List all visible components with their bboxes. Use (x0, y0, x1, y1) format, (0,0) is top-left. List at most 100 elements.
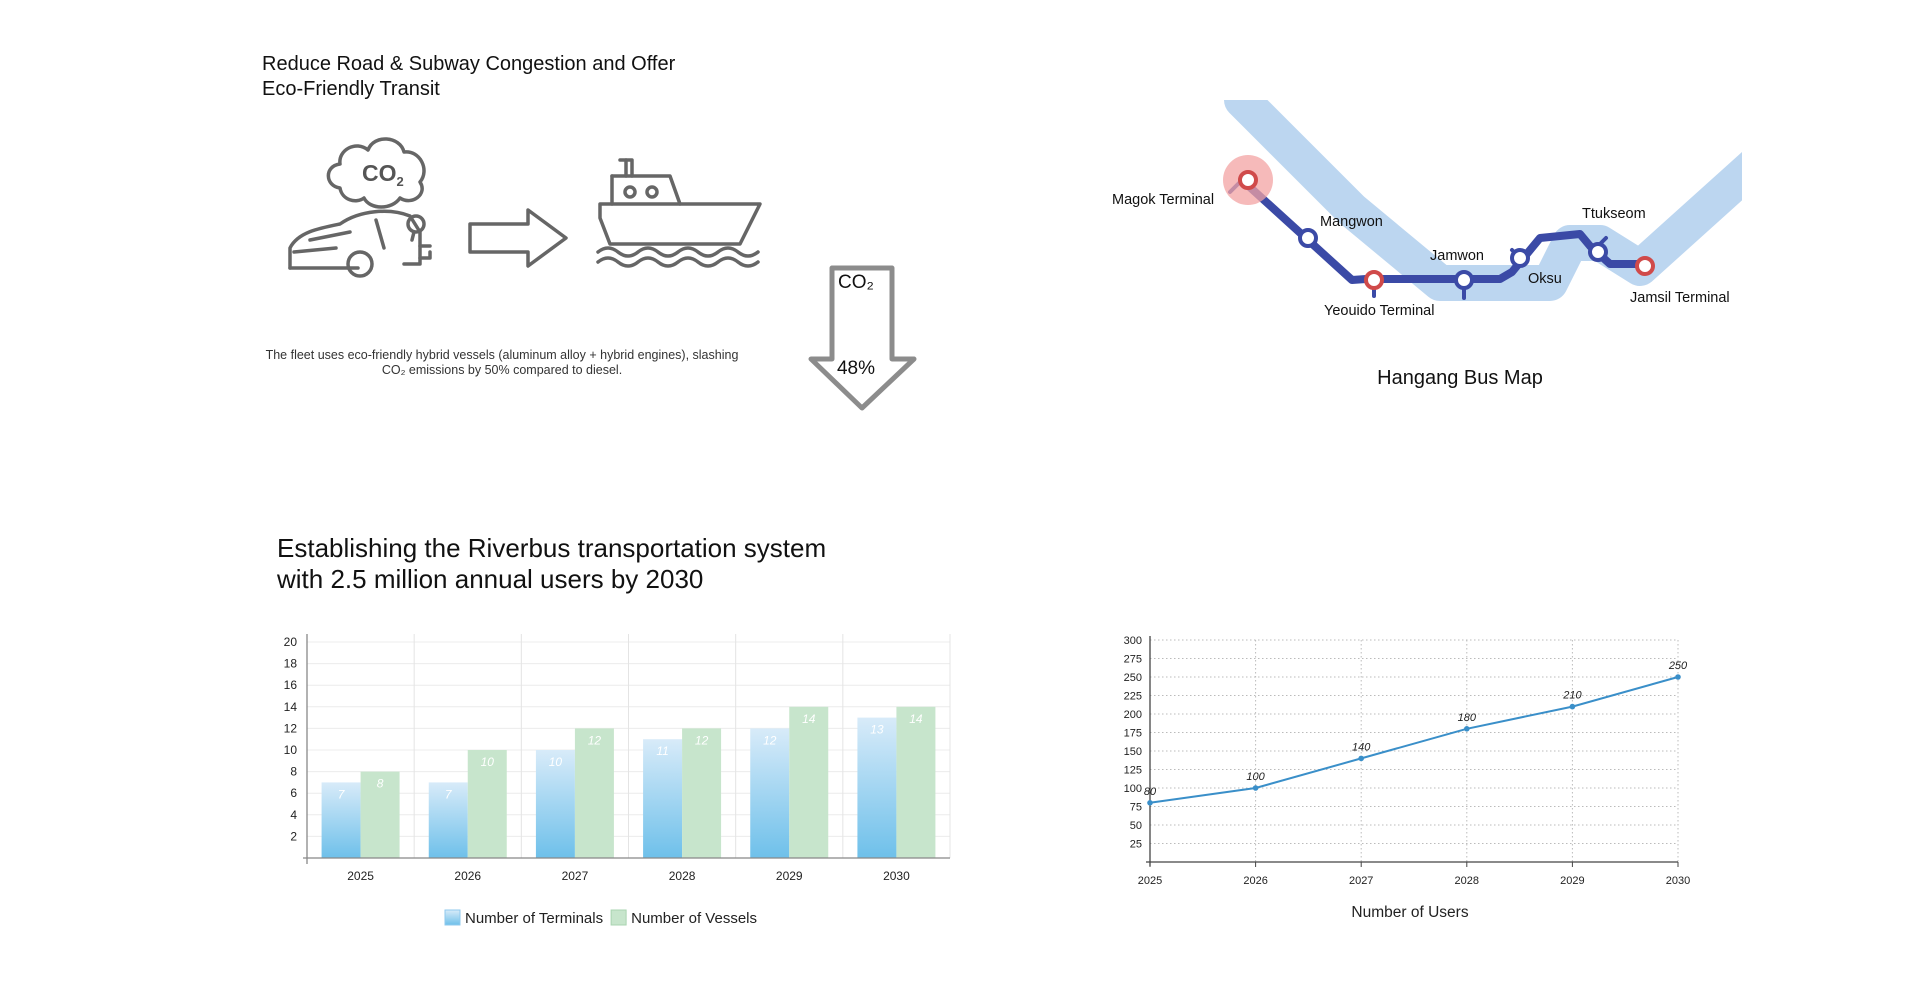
bar-y-tick-label: 18 (284, 657, 298, 671)
line-x-tick-label: 2028 (1455, 875, 1479, 887)
station-marker[interactable] (1238, 170, 1258, 190)
users-value-label: 80 (1144, 786, 1157, 798)
line-y-tick-label: 200 (1124, 709, 1142, 721)
bar-terminals[interactable] (643, 739, 683, 858)
legend-label: Number of Terminals (465, 910, 603, 927)
bar-y-tick-label: 2 (290, 829, 297, 843)
line-x-tick-label: 2025 (1138, 875, 1162, 887)
line-y-tick-label: 225 (1124, 691, 1142, 703)
bar-terminals[interactable] (321, 782, 361, 858)
bar-value-label: 10 (549, 755, 563, 769)
bar-value-label: 7 (338, 787, 346, 801)
line-y-tick-label: 175 (1124, 728, 1142, 740)
bar-y-tick-label: 10 (284, 743, 298, 757)
bar-chart-title: Establishing the Riverbus transportation… (277, 533, 826, 595)
line-y-tick-label: 25 (1130, 839, 1142, 851)
co2-icon-text: CO2 (362, 160, 404, 189)
bar-value-label: 10 (481, 755, 495, 769)
station-label-oksu: Oksu (1528, 271, 1562, 287)
users-value-label: 100 (1246, 771, 1265, 783)
line-y-tick-label: 125 (1124, 765, 1142, 777)
line-chart-caption: Number of Users (1351, 904, 1469, 921)
station-marker[interactable] (1510, 248, 1530, 268)
line-y-tick-label: 250 (1124, 672, 1142, 684)
map-caption: Hangang Bus Map (1377, 367, 1543, 389)
users-value-label: 210 (1562, 690, 1582, 702)
users-data-point[interactable] (1147, 800, 1153, 806)
bar-vessels[interactable] (682, 728, 722, 858)
legend-swatch (610, 909, 627, 926)
station-marker[interactable] (1364, 270, 1384, 290)
station-marker[interactable] (1454, 270, 1474, 290)
bar-chart: 7 8 7 10 10 12 11 12 12 14 13 14 2 4 6 8 10 12 14 16 18 20 20… (284, 634, 951, 927)
users-data-point[interactable] (1569, 703, 1576, 710)
bar-value-label: 13 (870, 723, 884, 737)
station-label-mangwon: Mangwon (1320, 214, 1383, 230)
bar-value-label: 14 (802, 712, 816, 726)
bar-x-tick-label: 2025 (347, 869, 374, 883)
bar-y-tick-label: 14 (284, 700, 298, 714)
station-label-ttukseom: Ttukseom (1582, 206, 1646, 222)
eco-caption: The fleet uses eco-friendly hybrid vesse… (262, 348, 742, 378)
station-label-jamwon: Jamwon (1430, 248, 1484, 264)
eco-title-line1: Reduce Road & Subway Congestion and Offe… (262, 53, 676, 75)
line-y-tick-label: 275 (1124, 654, 1142, 666)
bar-vessels[interactable] (896, 706, 936, 858)
users-data-point[interactable] (1464, 726, 1470, 732)
bar-terminals[interactable] (750, 728, 790, 858)
line-y-tick-label: 75 (1130, 802, 1142, 814)
bar-value-label: 7 (445, 787, 453, 801)
bar-x-tick-label: 2029 (776, 869, 803, 883)
bar-y-tick-label: 8 (290, 765, 297, 779)
line-x-tick-label: 2029 (1560, 875, 1584, 887)
eco-caption-line2: CO₂ emissions by 50% compared to diesel. (381, 363, 623, 377)
co2-reduction-value: 48% (836, 358, 876, 379)
down-arrow-icon (808, 265, 917, 411)
eco-illustration: CO2 (288, 137, 762, 278)
bar-title-line2: with 2.5 million annual users by 2030 (277, 564, 704, 594)
bar-vessels[interactable] (467, 750, 507, 858)
bar-terminals[interactable] (535, 750, 575, 858)
legend-label: Number of Vessels (631, 910, 757, 927)
station-label-magok: Magok Terminal (1112, 192, 1214, 208)
bar-value-label: 11 (656, 744, 668, 758)
users-value-label: 250 (1668, 660, 1688, 672)
line-x-tick-label: 2026 (1243, 875, 1267, 887)
bar-terminals[interactable] (428, 782, 468, 858)
bar-title-line1: Establishing the Riverbus transportation… (277, 533, 827, 563)
station-marker[interactable] (1298, 228, 1318, 248)
ship-icon (596, 158, 762, 268)
bar-y-tick-label: 6 (290, 786, 297, 800)
bar-value-label: 12 (763, 733, 777, 747)
station-label-yeouido: Yeouido Terminal (1324, 303, 1434, 319)
bar-vessels[interactable] (789, 706, 829, 858)
bar-y-tick-label: 4 (290, 808, 297, 822)
co2-arrow-label: CO₂ (838, 272, 874, 293)
users-value-label: 180 (1458, 712, 1477, 724)
arrow-right-icon (468, 208, 568, 268)
line-y-tick-label: 150 (1124, 746, 1142, 758)
users-data-point[interactable] (1252, 785, 1259, 791)
bar-terminals[interactable] (857, 717, 897, 858)
bar-value-label: 8 (377, 777, 384, 791)
bar-y-tick-label: 12 (284, 721, 298, 735)
users-data-point[interactable] (1675, 674, 1681, 680)
bar-y-tick-label: 16 (284, 678, 298, 692)
users-data-point[interactable] (1358, 755, 1364, 762)
hangang-bus-map: Magok Terminal Mangwon Yeouido Terminal … (1112, 100, 1742, 319)
bar-value-label: 12 (695, 733, 709, 747)
eco-title: Reduce Road & Subway Congestion and Offe… (262, 52, 675, 102)
bar-value-label: 14 (909, 712, 923, 726)
bar-x-tick-label: 2028 (669, 869, 696, 883)
bar-vessels[interactable] (360, 771, 400, 858)
bar-x-tick-label: 2030 (883, 869, 910, 883)
legend-swatch (444, 909, 461, 926)
bar-y-tick-label: 20 (284, 635, 298, 649)
station-marker[interactable] (1588, 242, 1608, 262)
station-marker[interactable] (1635, 256, 1655, 276)
bar-vessels[interactable] (574, 728, 614, 858)
car-exhaust-icon (288, 137, 432, 278)
bar-x-tick-label: 2027 (562, 869, 589, 883)
line-chart: 25 50 75 100 125 150 175 200 225 250 275 300 2025 202… (1124, 635, 1691, 887)
line-x-tick-label: 2027 (1349, 875, 1373, 887)
